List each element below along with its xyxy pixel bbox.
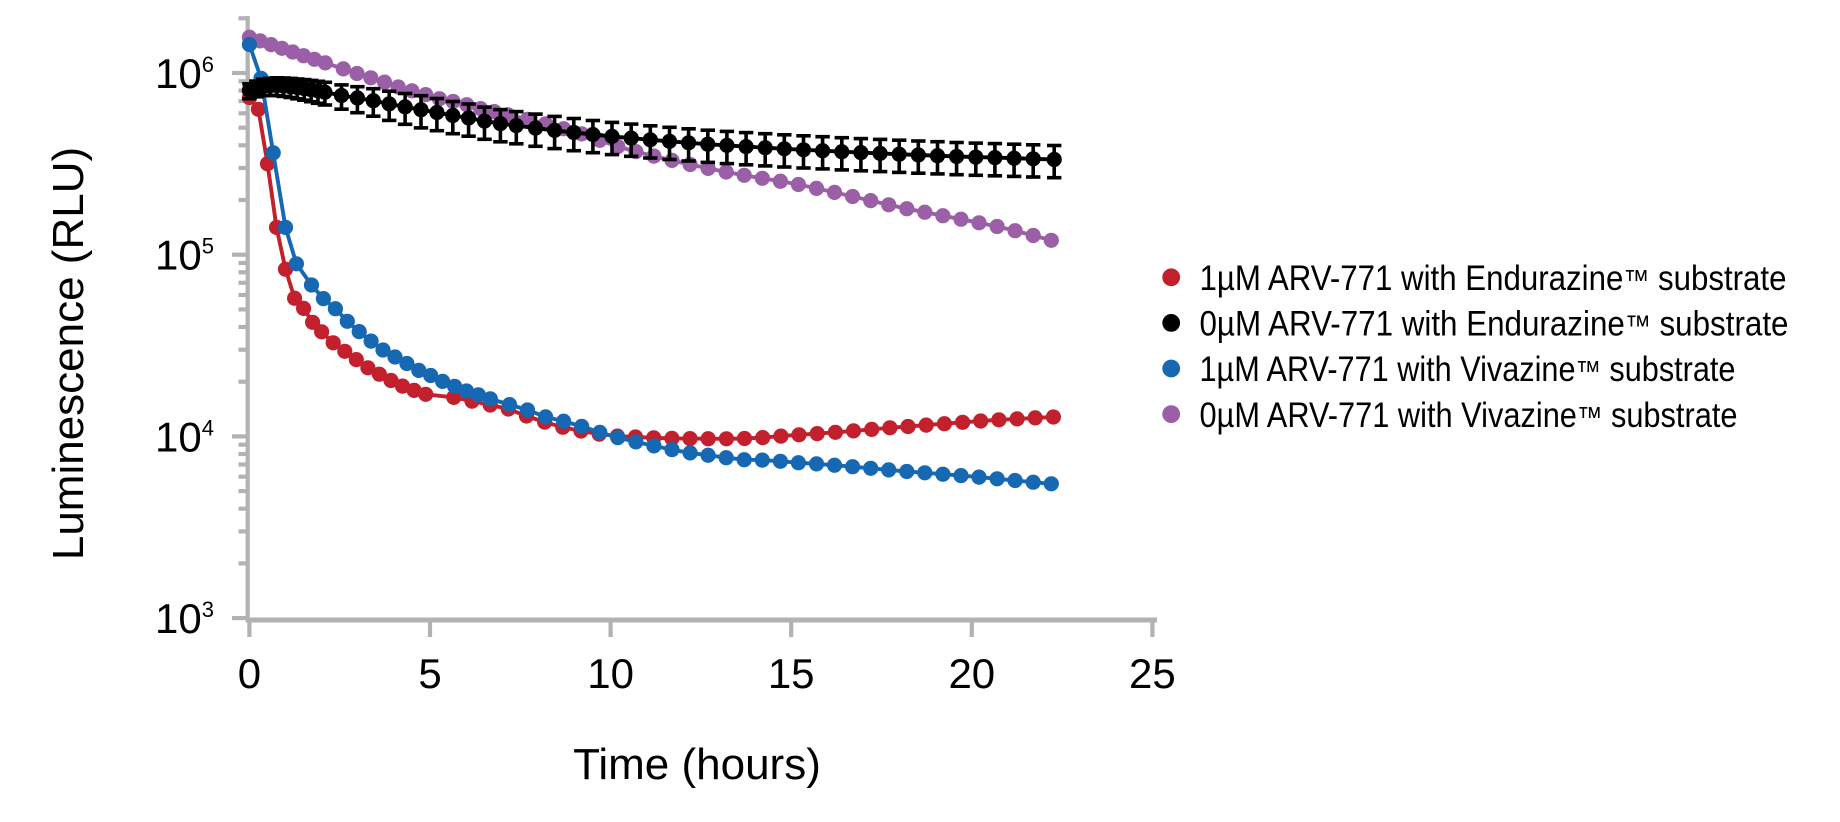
svg-text:15: 15 [768,650,815,697]
svg-text:0µM ARV-771 with Endurazine™ s: 0µM ARV-771 with Endurazine™ substrate [1200,305,1789,344]
svg-text:0: 0 [238,650,261,697]
svg-text:25: 25 [1129,650,1176,697]
svg-text:Time (hours): Time (hours) [573,740,821,789]
svg-text:1µM ARV-771 with Vivazine™ sub: 1µM ARV-771 with Vivazine™ substrate [1200,350,1736,389]
svg-text:1µM ARV-771 with Endurazine™ s: 1µM ARV-771 with Endurazine™ substrate [1200,259,1787,298]
svg-text:5: 5 [418,650,441,697]
svg-text:Luminescence (RLU): Luminescence (RLU) [44,147,93,560]
svg-text:10: 10 [587,650,634,697]
svg-text:20: 20 [948,650,995,697]
svg-text:0µM ARV-771 with Vivazine™ sub: 0µM ARV-771 with Vivazine™ substrate [1200,396,1738,435]
